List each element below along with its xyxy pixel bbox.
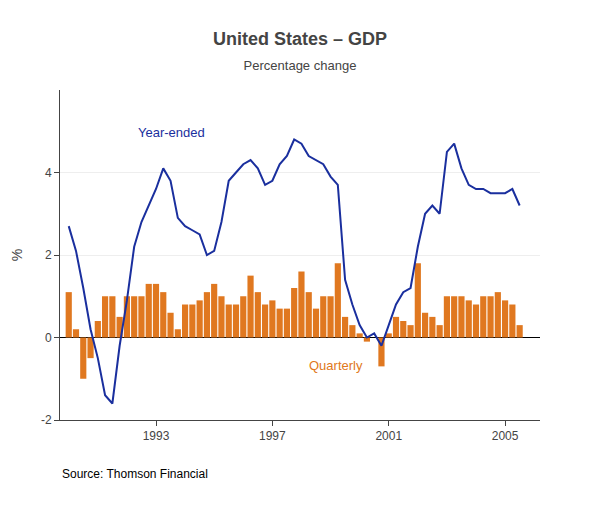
svg-text:-2: -2 [41, 413, 52, 427]
svg-text:2001: 2001 [375, 429, 402, 443]
svg-text:1997: 1997 [259, 429, 286, 443]
svg-text:2005: 2005 [492, 429, 519, 443]
svg-text:0: 0 [45, 331, 52, 345]
svg-text:1993: 1993 [143, 429, 170, 443]
svg-text:Year-ended: Year-ended [138, 125, 205, 140]
svg-text:Source: Thomson Financial: Source: Thomson Financial [62, 467, 208, 481]
svg-text:%: % [9, 249, 25, 261]
svg-text:Quarterly: Quarterly [309, 358, 363, 373]
svg-text:4: 4 [45, 166, 52, 180]
svg-text:United States – GDP: United States – GDP [213, 29, 387, 49]
svg-text:2: 2 [45, 248, 52, 262]
svg-text:Percentage change: Percentage change [244, 58, 357, 73]
